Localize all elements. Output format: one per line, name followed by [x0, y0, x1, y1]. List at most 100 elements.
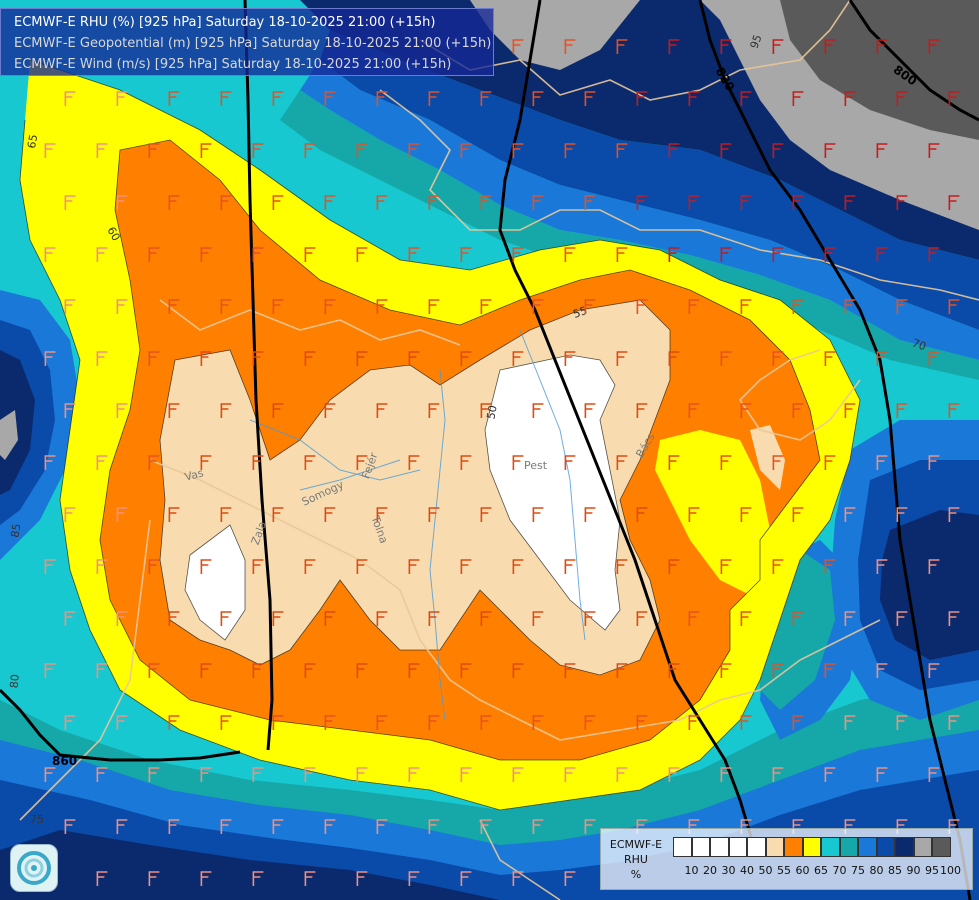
wind-barb	[928, 39, 940, 54]
legend-title-unit: %	[630, 868, 642, 881]
wind-barb	[356, 351, 368, 366]
wind-barb	[304, 663, 316, 678]
legend-swatch	[821, 837, 840, 857]
title-rhu: ECMWF-E RHU (%) [925 hPa] Saturday 18-10…	[14, 15, 436, 30]
wind-barb	[772, 663, 784, 678]
wind-barb	[928, 143, 940, 158]
wind-barb	[948, 715, 960, 730]
wind-barb	[220, 403, 232, 418]
wind-barb	[44, 143, 56, 158]
wind-barb	[532, 403, 544, 418]
wind-barb	[512, 39, 524, 54]
wind-barb	[272, 819, 284, 834]
wind-barb	[688, 91, 700, 106]
wind-barb	[824, 663, 836, 678]
wind-barb	[460, 143, 472, 158]
wind-barb	[324, 91, 336, 106]
wind-barb	[896, 299, 908, 314]
wind-barb	[720, 767, 732, 782]
wind-barb	[148, 663, 160, 678]
wind-barb	[460, 663, 472, 678]
wind-barb	[948, 91, 960, 106]
wind-barb	[844, 715, 856, 730]
legend-swatch	[691, 837, 710, 857]
wind-barb	[304, 559, 316, 574]
wind-barb	[304, 143, 316, 158]
wind-barb	[480, 299, 492, 314]
contour-label-65: 65	[25, 133, 40, 149]
wind-barb	[324, 715, 336, 730]
wind-barb	[428, 507, 440, 522]
wind-barb	[200, 663, 212, 678]
wind-barb	[772, 247, 784, 262]
wind-barb	[96, 143, 108, 158]
wind-barb	[668, 39, 680, 54]
wind-barb	[564, 351, 576, 366]
wind-barb	[480, 715, 492, 730]
wind-barb	[584, 819, 596, 834]
place-label-vas: Vas	[183, 466, 205, 484]
wind-barb	[688, 507, 700, 522]
wind-barb	[200, 767, 212, 782]
legend-tick-label: 100	[940, 864, 961, 877]
wind-barb	[844, 195, 856, 210]
wind-barb	[512, 455, 524, 470]
wind-barb	[584, 91, 596, 106]
wind-barb	[408, 455, 420, 470]
wind-barb	[584, 299, 596, 314]
wind-barb	[688, 195, 700, 210]
wind-barb	[200, 143, 212, 158]
wind-barb	[564, 767, 576, 782]
wind-barb	[304, 871, 316, 886]
wind-barb	[740, 611, 752, 626]
wind-barb	[616, 663, 628, 678]
wind-barb	[200, 871, 212, 886]
wind-barb	[272, 611, 284, 626]
wind-barb	[64, 195, 76, 210]
title-wind: ECMWF-E Wind (m/s) [925 hPa] Saturday 18…	[14, 57, 452, 72]
wind-barb	[720, 455, 732, 470]
wind-barb	[636, 611, 648, 626]
wind-barb	[252, 351, 264, 366]
rhu-100-northeast	[780, 0, 979, 140]
wind-barb	[720, 143, 732, 158]
wind-barb	[96, 871, 108, 886]
wind-barb	[792, 715, 804, 730]
wind-barb	[564, 455, 576, 470]
wind-barb	[824, 143, 836, 158]
wind-barb	[512, 559, 524, 574]
wind-barb	[324, 403, 336, 418]
wind-barb	[356, 455, 368, 470]
wind-barb	[512, 247, 524, 262]
wind-barb	[824, 247, 836, 262]
wind-barb	[272, 299, 284, 314]
map-title-box: ECMWF-E RHU (%) [925 hPa] Saturday 18-10…	[0, 8, 494, 76]
wind-barb	[512, 663, 524, 678]
wind-barb	[668, 455, 680, 470]
contour-label-80: 80	[8, 674, 22, 689]
wind-barb	[376, 299, 388, 314]
wind-barb	[252, 247, 264, 262]
wind-barb	[532, 611, 544, 626]
legend-swatch	[765, 837, 784, 857]
wind-barb	[200, 455, 212, 470]
wind-barb	[876, 351, 888, 366]
wind-barb	[200, 559, 212, 574]
wind-barb	[792, 507, 804, 522]
legend-tick-label: 65	[814, 864, 828, 877]
legend-swatch	[728, 837, 747, 857]
wind-barb	[876, 767, 888, 782]
wind-barb	[896, 715, 908, 730]
wind-barb	[44, 663, 56, 678]
legend-swatch	[673, 837, 692, 857]
wind-barb	[460, 247, 472, 262]
contour-label-860: 860	[52, 754, 77, 768]
wind-barb	[532, 819, 544, 834]
legend-tick-label: 75	[851, 864, 865, 877]
wind-barb	[668, 559, 680, 574]
wind-barb	[740, 507, 752, 522]
wind-barb	[460, 455, 472, 470]
wind-barb	[480, 195, 492, 210]
wind-barb	[96, 351, 108, 366]
